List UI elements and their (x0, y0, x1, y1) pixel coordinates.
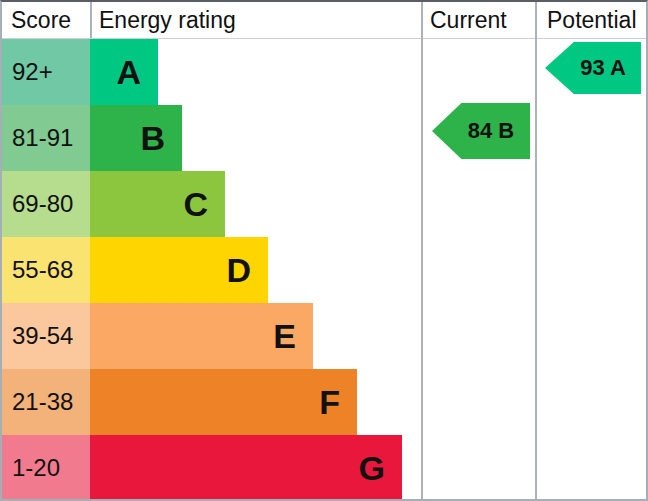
rating-letter: B (140, 121, 165, 155)
rating-bar-d: D (90, 237, 268, 303)
epc-energy-rating-chart: Score Energy rating Current Potential 92… (0, 0, 648, 501)
epc-row-e: 39-54 E (2, 303, 646, 369)
score-range-cell: 21-38 (2, 369, 90, 435)
rating-letter: C (183, 187, 208, 221)
score-range-cell: 39-54 (2, 303, 90, 369)
column-header-potential: Potential (547, 2, 637, 38)
score-range-cell: 92+ (2, 39, 90, 105)
epc-row-b: 81-91 B (2, 105, 646, 171)
rating-letter: G (359, 451, 385, 485)
table-header: Score Energy rating Current Potential (2, 2, 646, 39)
epc-row-f: 21-38 F (2, 369, 646, 435)
rating-bar-c: C (90, 171, 225, 237)
rating-bands: 92+ A 81-91 B 69-80 C 55-68 D 39-54 E 21… (2, 39, 646, 501)
rating-bar-a: A (90, 39, 158, 105)
epc-row-c: 69-80 C (2, 171, 646, 237)
score-range-cell: 1-20 (2, 435, 90, 501)
epc-row-a: 92+ A (2, 39, 646, 105)
epc-row-d: 55-68 D (2, 237, 646, 303)
score-range-cell: 81-91 (2, 105, 90, 171)
divider-score-column (90, 2, 92, 38)
column-header-energy-rating: Energy rating (99, 2, 236, 38)
column-header-current: Current (430, 2, 507, 38)
rating-bar-g: G (90, 435, 402, 501)
rating-letter: E (273, 319, 296, 353)
rating-bar-b: B (90, 105, 182, 171)
potential-rating-label: 93 A (580, 55, 626, 81)
column-header-score: Score (11, 2, 71, 38)
score-range-cell: 55-68 (2, 237, 90, 303)
rating-letter: D (226, 253, 251, 287)
rating-bar-e: E (90, 303, 313, 369)
rating-letter: F (319, 385, 340, 419)
rating-letter: A (116, 55, 141, 89)
rating-bar-f: F (90, 369, 357, 435)
score-range-cell: 69-80 (2, 171, 90, 237)
current-rating-label: 84 B (468, 118, 514, 144)
epc-row-g: 1-20 G (2, 435, 646, 501)
